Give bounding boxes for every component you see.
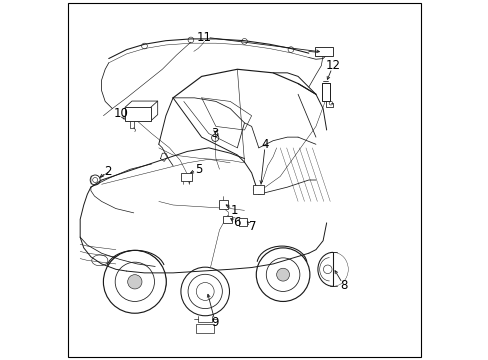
Text: 1: 1 — [230, 204, 238, 217]
Text: 12: 12 — [325, 59, 340, 72]
Text: 2: 2 — [104, 165, 112, 177]
FancyBboxPatch shape — [315, 47, 332, 57]
Bar — [196, 324, 214, 333]
Text: 3: 3 — [211, 127, 219, 140]
Text: 10: 10 — [114, 107, 128, 120]
Bar — [181, 173, 192, 181]
Text: 6: 6 — [232, 216, 240, 229]
Bar — [223, 216, 231, 223]
Text: 4: 4 — [261, 138, 268, 151]
Bar — [218, 201, 227, 209]
Text: 8: 8 — [340, 279, 347, 292]
Circle shape — [127, 275, 142, 289]
Circle shape — [276, 268, 289, 281]
Bar — [124, 108, 150, 121]
Text: 7: 7 — [248, 220, 256, 233]
Bar — [253, 185, 264, 194]
Bar — [239, 218, 247, 226]
Text: 5: 5 — [195, 163, 202, 176]
Text: 9: 9 — [211, 316, 219, 329]
Text: 11: 11 — [197, 31, 212, 44]
Bar — [322, 83, 329, 102]
